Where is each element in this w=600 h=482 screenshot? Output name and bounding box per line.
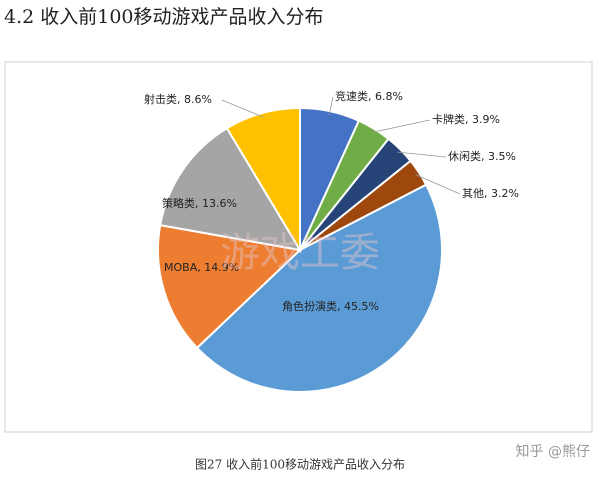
data-label: 其他, 3.2% xyxy=(462,187,519,200)
section-title: 4.2 收入前100移动游戏产品收入分布 xyxy=(4,6,324,28)
data-label: MOBA, 14.9% xyxy=(164,261,239,274)
leader-line xyxy=(328,96,334,116)
leader-line xyxy=(372,119,431,133)
pie-slice xyxy=(225,106,301,254)
data-label: 角色扮演类, 45.5% xyxy=(282,299,379,313)
data-label: 射击类, 8.6% xyxy=(144,92,212,106)
pie: 竞速类, 6.8% 卡牌类, 3.9% 休闲类, 3.5% 其他, 3.2% 角色扮演类… xyxy=(144,89,519,393)
watermark: 游戏工委 xyxy=(220,230,380,276)
data-label: 休闲类, 3.5% xyxy=(448,149,516,163)
leader-line xyxy=(415,174,461,195)
data-label: 竞速类, 6.8% xyxy=(335,89,403,103)
leader-line xyxy=(397,151,447,158)
leader-line xyxy=(221,99,264,118)
pie-slice xyxy=(195,183,443,393)
pie-slice xyxy=(157,223,303,350)
data-label: 卡牌类, 3.9% xyxy=(432,112,500,126)
credit: 知乎 @熊仔 xyxy=(516,443,590,460)
data-label: 策略类, 13.6% xyxy=(162,196,237,210)
pie-slice xyxy=(159,126,302,252)
caption: 图27 收入前100移动游戏产品收入分布 xyxy=(195,457,405,472)
